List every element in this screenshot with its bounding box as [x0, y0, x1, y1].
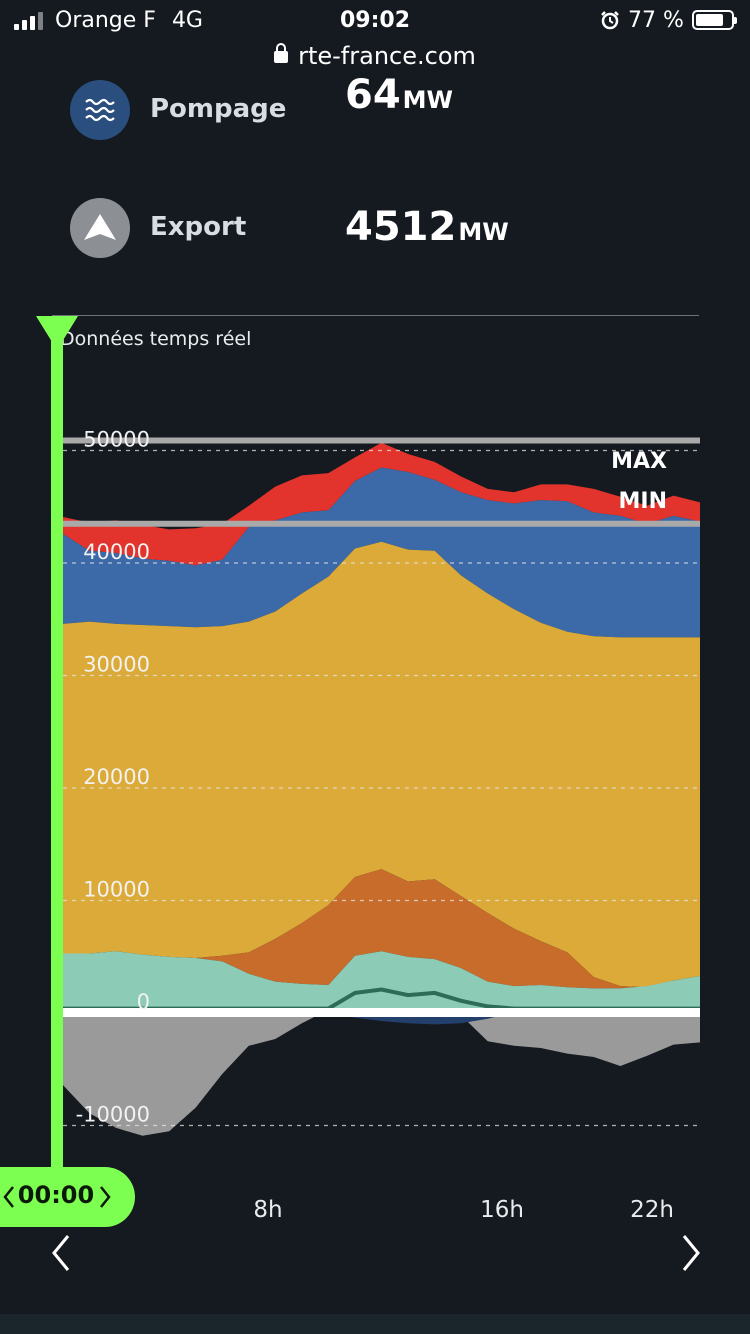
max-reference-line: [63, 437, 700, 444]
min-line-label: MIN: [619, 489, 668, 514]
network-type: 4G: [171, 8, 203, 33]
lock-icon: [274, 43, 289, 63]
orange-area: [63, 869, 700, 989]
zero-baseline: [63, 1008, 700, 1017]
y-tick-label: -10000: [76, 1103, 150, 1127]
x-tick-label: 8h: [253, 1197, 282, 1223]
next-day-button[interactable]: [670, 1228, 710, 1278]
time-cursor-line[interactable]: [51, 330, 63, 1170]
mix-value: 64MW: [345, 72, 454, 118]
url-text: rte-france.com: [298, 42, 476, 70]
time-cursor-handle[interactable]: [36, 316, 78, 350]
y-tick-label: 50000: [83, 428, 150, 452]
status-time: 09:02: [339, 8, 411, 33]
alarm-icon: [601, 11, 619, 30]
chart-caption: Données temps réel: [60, 328, 252, 350]
y-tick-label: 30000: [83, 653, 150, 677]
x-tick-label: 16h: [480, 1197, 524, 1223]
signal-strength-icon: [14, 10, 48, 30]
navy-area: [63, 1012, 700, 1025]
battery-percentage: 77 %: [628, 8, 684, 33]
mix-value: 4512MW: [345, 204, 509, 250]
status-bar: Orange F 4G 09:02 77 %: [0, 0, 750, 44]
chevron-left-icon[interactable]: [2, 1185, 16, 1209]
y-tick-label: 20000: [83, 765, 150, 789]
battery-icon: [692, 10, 737, 30]
chevron-right-icon: [682, 1235, 700, 1271]
mix-label: Export: [150, 212, 247, 242]
mix-row-export: Export 4512MW: [70, 198, 720, 258]
waves-icon: [70, 80, 130, 140]
x-tick-label: 22h: [630, 1197, 674, 1223]
time-cursor-pill[interactable]: 00:00: [0, 1167, 135, 1227]
blue-area: [63, 467, 700, 638]
carrier-name: Orange F: [55, 8, 156, 33]
teal-area: [63, 951, 700, 1012]
max-line-label: MAX: [611, 449, 667, 474]
y-tick-label: 0: [137, 990, 150, 1014]
previous-day-button[interactable]: [42, 1228, 82, 1278]
cursor-time: 00:00: [17, 1181, 95, 1209]
carrier-label: Orange F 4G: [55, 8, 203, 33]
address-bar[interactable]: rte-france.com: [0, 42, 750, 70]
chart-divider: [52, 315, 699, 316]
mix-row-pompage: Pompage 64MW: [70, 72, 720, 140]
y-tick-label: 40000: [83, 540, 150, 564]
y-tick-label: 10000: [83, 878, 150, 902]
chevron-right-icon[interactable]: [98, 1185, 112, 1209]
bottom-toolbar: [0, 1314, 750, 1334]
mix-label: Pompage: [150, 94, 287, 124]
arrow-up-icon: [70, 198, 130, 258]
chevron-left-icon: [52, 1235, 70, 1271]
yellow-area: [63, 541, 700, 988]
grey-area: [63, 1008, 700, 1136]
min-reference-line: [63, 520, 700, 527]
red-area: [63, 442, 700, 566]
